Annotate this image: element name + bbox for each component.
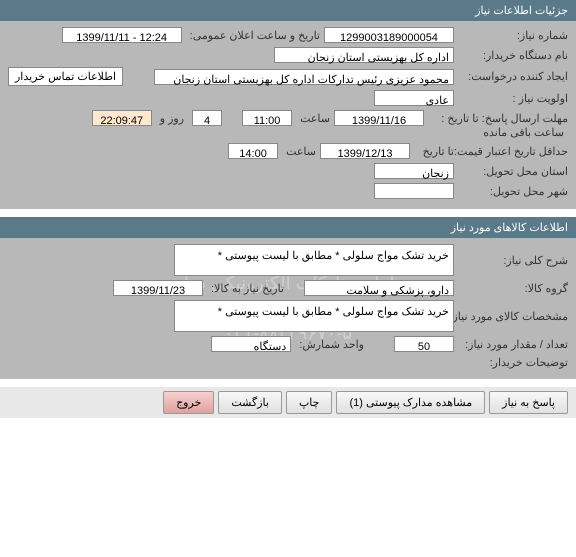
print-button[interactable]: چاپ (286, 391, 333, 414)
priority-field: عادی (374, 90, 454, 106)
need-date-label: تاریخ نیاز به کالا: (207, 282, 284, 295)
section1-body: شماره نیاز: 1299003189000054 تاریخ و ساع… (0, 21, 576, 209)
row-city: شهر محل تحویل: (8, 183, 568, 199)
buyer-label: نام دستگاه خریدار: (454, 49, 568, 62)
row-deadline: مهلت ارسال پاسخ: تا تاریخ : 1399/11/16 س… (8, 110, 568, 139)
credit-date-field: 1399/12/13 (320, 143, 410, 159)
row-group: گروه کالا: دارو، پزشکی و سلامت تاریخ نیا… (8, 280, 568, 296)
deadline-time-field: 11:00 (242, 110, 292, 126)
deadline-time-label: ساعت (296, 112, 330, 125)
group-field: دارو، پزشکی و سلامت (304, 280, 454, 296)
deadline-date-field: 1399/11/16 (334, 110, 424, 126)
row-desc: شرح کلی نیاز: خرید تشک مواج سلولی * مطاب… (8, 244, 568, 276)
exit-button[interactable]: خروج (163, 391, 214, 414)
days-field: 4 (192, 110, 222, 126)
days-label: روز و (156, 112, 184, 125)
row-notes: توضیحات خریدار: (8, 356, 568, 369)
notes-label: توضیحات خریدار: (454, 356, 568, 369)
row-province: استان محل تحویل: زنجان (8, 163, 568, 179)
section1-header: جزئیات اطلاعات نیاز (0, 0, 576, 21)
section2-header: اطلاعات کالاهای مورد نیاز (0, 217, 576, 238)
req-no-field: 1299003189000054 (324, 27, 454, 43)
unit-label: واحد شمارش: (295, 338, 364, 351)
spec-field: خرید تشک مواج سلولی * مطابق با لیست پیوس… (174, 300, 454, 332)
spec-label: مشخصات کالای مورد نیاز: (454, 310, 568, 323)
attachments-button[interactable]: مشاهده مدارک پیوستی (1) (336, 391, 485, 414)
city-label: شهر محل تحویل: (454, 185, 568, 198)
qty-field: 50 (394, 336, 454, 352)
row-qty: تعداد / مقدار مورد نیاز: 50 واحد شمارش: … (8, 336, 568, 352)
unit-field: دستگاه (211, 336, 291, 352)
reply-button[interactable]: پاسخ به نیاز (489, 391, 568, 414)
credit-time-field: 14:00 (228, 143, 278, 159)
priority-label: اولویت نیاز : (454, 92, 568, 105)
goods-info-section: اطلاعات کالاهای مورد نیاز سامانه تدارکات… (0, 217, 576, 379)
row-spec: مشخصات کالای مورد نیاز: خرید تشک مواج سل… (8, 300, 568, 332)
row-buyer: نام دستگاه خریدار: اداره کل بهزیستی استا… (8, 47, 568, 63)
req-no-label: شماره نیاز: (454, 29, 568, 42)
city-field (374, 183, 454, 199)
creator-label: ایجاد کننده درخواست: (454, 70, 568, 83)
desc-label: شرح کلی نیاز: (454, 254, 568, 267)
qty-label: تعداد / مقدار مورد نیاز: (454, 338, 568, 351)
announce-field: 1399/11/11 - 12:24 (62, 27, 182, 43)
creator-field: محمود عزیزی رئیس تدارکات اداره کل بهزیست… (154, 69, 454, 85)
button-bar: پاسخ به نیاز مشاهده مدارک پیوستی (1) چاپ… (0, 387, 576, 418)
province-field: زنجان (374, 163, 454, 179)
announce-label: تاریخ و ساعت اعلان عمومی: (186, 29, 320, 42)
credit-time-label: ساعت (282, 145, 316, 158)
row-credit: حداقل تاریخ اعتبار قیمت: تا تاریخ 1399/1… (8, 143, 568, 159)
contact-buyer-button[interactable]: اطلاعات تماس خریدار (8, 67, 123, 86)
deadline-label: مهلت ارسال پاسخ: تا تاریخ : (424, 112, 568, 125)
until-label: تا تاریخ (410, 145, 454, 158)
desc-field: خرید تشک مواج سلولی * مطابق با لیست پیوس… (174, 244, 454, 276)
credit-label: حداقل تاریخ اعتبار قیمت: (454, 145, 568, 158)
section2-body: سامانه تدارکات الکترونیکی دولت مرکز توسع… (0, 238, 576, 379)
row-req-no: شماره نیاز: 1299003189000054 تاریخ و ساع… (8, 27, 568, 43)
remain-label: ساعت باقی مانده (479, 126, 564, 139)
row-creator: ایجاد کننده درخواست: محمود عزیزی رئیس تد… (8, 67, 568, 86)
back-button[interactable]: بازگشت (218, 391, 282, 414)
group-label: گروه کالا: (454, 282, 568, 295)
buyer-field: اداره کل بهزیستی استان زنجان (274, 47, 454, 63)
row-priority: اولویت نیاز : عادی (8, 90, 568, 106)
province-label: استان محل تحویل: (454, 165, 568, 178)
need-info-section: جزئیات اطلاعات نیاز شماره نیاز: 12990031… (0, 0, 576, 209)
remain-time-field: 22:09:47 (92, 110, 152, 126)
need-date-field: 1399/11/23 (113, 280, 203, 296)
